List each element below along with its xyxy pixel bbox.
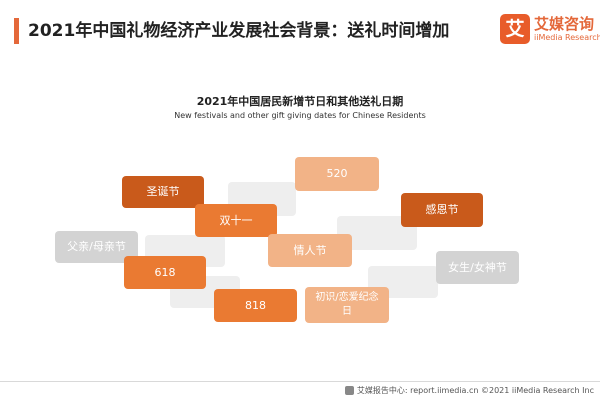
gift-date-tag: 感恩节 [401,193,483,227]
logo-glyph: 艾 [505,18,525,40]
iimedia-logo-icon: 艾 [500,14,530,44]
gift-date-label: 双十一 [219,213,253,227]
gift-date-label: 618 [154,265,176,279]
logo-name-en: iiMedia Research [534,33,600,42]
gift-date-label: 感恩节 [425,203,459,216]
gift-date-label: 818 [245,298,266,312]
footer-text: 艾媒报告中心: report.iimedia.cn ©2021 iiMedia … [356,386,594,395]
gift-date-tag: 女生/女神节 [436,251,519,284]
report-center-icon [344,386,354,395]
gift-date-tag: 520 [295,157,379,191]
gift-date-label: 圣诞节 [146,185,180,198]
footer-divider [0,381,600,382]
page-header: 2021年中国礼物经济产业发展社会背景：送礼时间增加 艾 艾媒咨询 iiMedi… [0,0,600,64]
chart-title: 2021年中国居民新增节日和其他送礼日期 [196,95,404,108]
gift-date-tag: 情人节 [268,234,352,267]
page-title: 2021年中国礼物经济产业发展社会背景：送礼时间增加 [28,21,450,41]
logo-name-cn: 艾媒咨询 [534,15,595,33]
gift-date-label: 520 [326,167,348,180]
gift-date-tag: 圣诞节 [122,176,204,208]
gift-date-label: 父亲/母亲节 [67,240,126,253]
gift-date-label: 初识/恋爱纪念日 [315,292,379,317]
gift-date-tag: 818 [214,289,297,322]
footer-source: 艾媒报告中心: report.iimedia.cn ©2021 iiMedia … [344,385,594,396]
chart-subtitle: New festivals and other gift giving date… [174,111,426,120]
title-accent-bar [14,18,19,44]
gift-date-label: 女生/女神节 [448,260,507,274]
gift-date-tag: 初识/恋爱纪念日 [305,287,389,323]
gift-date-tag: 618 [124,256,206,289]
gift-date-label: 情人节 [293,243,327,257]
gift-date-tag: 双十一 [195,204,277,237]
